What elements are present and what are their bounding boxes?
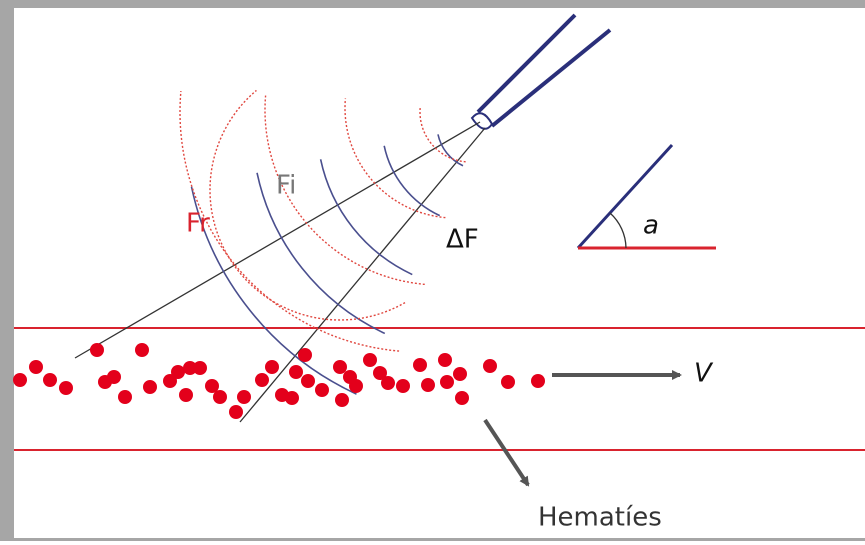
red-cell — [135, 343, 149, 357]
red-cell — [118, 390, 132, 404]
red-cell — [421, 378, 435, 392]
red-cell — [453, 367, 467, 381]
cells-label: Hematíes — [538, 503, 662, 533]
red-cell — [381, 376, 395, 390]
red-cell — [43, 373, 57, 387]
red-cell — [213, 390, 227, 404]
red-cell — [440, 375, 454, 389]
red-cell — [343, 370, 357, 384]
red-cell — [333, 360, 347, 374]
red-cell — [285, 391, 299, 405]
red-cell — [90, 343, 104, 357]
red-cell — [531, 374, 545, 388]
canvas — [14, 8, 865, 538]
velocity-label: V — [694, 359, 714, 389]
red-cell — [335, 393, 349, 407]
fr-label: Fr — [186, 209, 210, 239]
red-cell — [193, 361, 207, 375]
red-cell — [438, 353, 452, 367]
red-cell — [171, 365, 185, 379]
red-cell — [59, 381, 73, 395]
angle-label: a — [643, 211, 659, 241]
delta-f-label: ΔF — [446, 225, 479, 255]
red-cell — [107, 370, 121, 384]
red-cell — [315, 383, 329, 397]
fi-label: Fi — [276, 171, 296, 201]
red-cell — [413, 358, 427, 372]
red-cell — [265, 360, 279, 374]
red-cell — [237, 390, 251, 404]
red-cell — [29, 360, 43, 374]
red-cell — [301, 374, 315, 388]
red-cell — [143, 380, 157, 394]
red-cell — [13, 373, 27, 387]
red-cell — [298, 348, 312, 362]
red-cell — [455, 391, 469, 405]
red-cell — [289, 365, 303, 379]
red-cell — [363, 353, 377, 367]
red-cell — [179, 388, 193, 402]
diagram: Fr Fi ΔF a V Hematíes — [0, 0, 865, 541]
red-cell — [255, 373, 269, 387]
red-cell — [483, 359, 497, 373]
red-cell — [501, 375, 515, 389]
red-cell — [396, 379, 410, 393]
red-cell — [229, 405, 243, 419]
